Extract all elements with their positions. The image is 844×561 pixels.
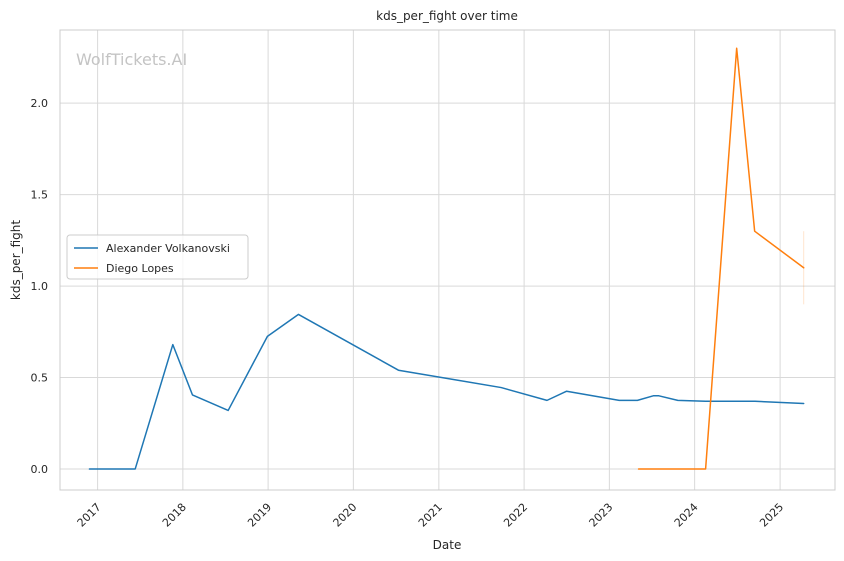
x-tick-label: 2017 <box>75 501 104 530</box>
series-line-0 <box>88 313 805 470</box>
series-line-1 <box>637 47 805 470</box>
x-axis-label: Date <box>433 538 462 552</box>
x-tick-label: 2019 <box>245 501 274 530</box>
plot-border <box>59 29 836 491</box>
x-tick-label: 2025 <box>757 501 786 530</box>
x-tick-label: 2018 <box>160 501 189 530</box>
x-tick-label: 2020 <box>330 501 359 530</box>
y-tick-label: 0.0 <box>31 463 49 476</box>
legend-label-lopes: Diego Lopes <box>106 262 174 275</box>
x-tick-label: 2023 <box>586 501 615 530</box>
legend-label-volkanovski: Alexander Volkanovski <box>106 242 230 255</box>
x-tick-label: 2024 <box>672 501 701 530</box>
legend: Alexander Volkanovski Diego Lopes <box>66 234 249 280</box>
series <box>88 47 805 470</box>
y-tick-label: 0.5 <box>31 372 49 385</box>
y-tick-label: 2.0 <box>31 97 49 110</box>
chart-title: kds_per_fight over time <box>376 9 518 23</box>
watermark: WolfTickets.AI <box>76 50 187 69</box>
legend-box <box>66 234 249 280</box>
y-axis-label: kds_per_fight <box>9 220 23 301</box>
x-tick-label: 2022 <box>501 501 530 530</box>
x-tick-label: 2021 <box>416 501 445 530</box>
y-tick-label: 1.0 <box>31 280 49 293</box>
y-tick-label: 1.5 <box>31 189 49 202</box>
